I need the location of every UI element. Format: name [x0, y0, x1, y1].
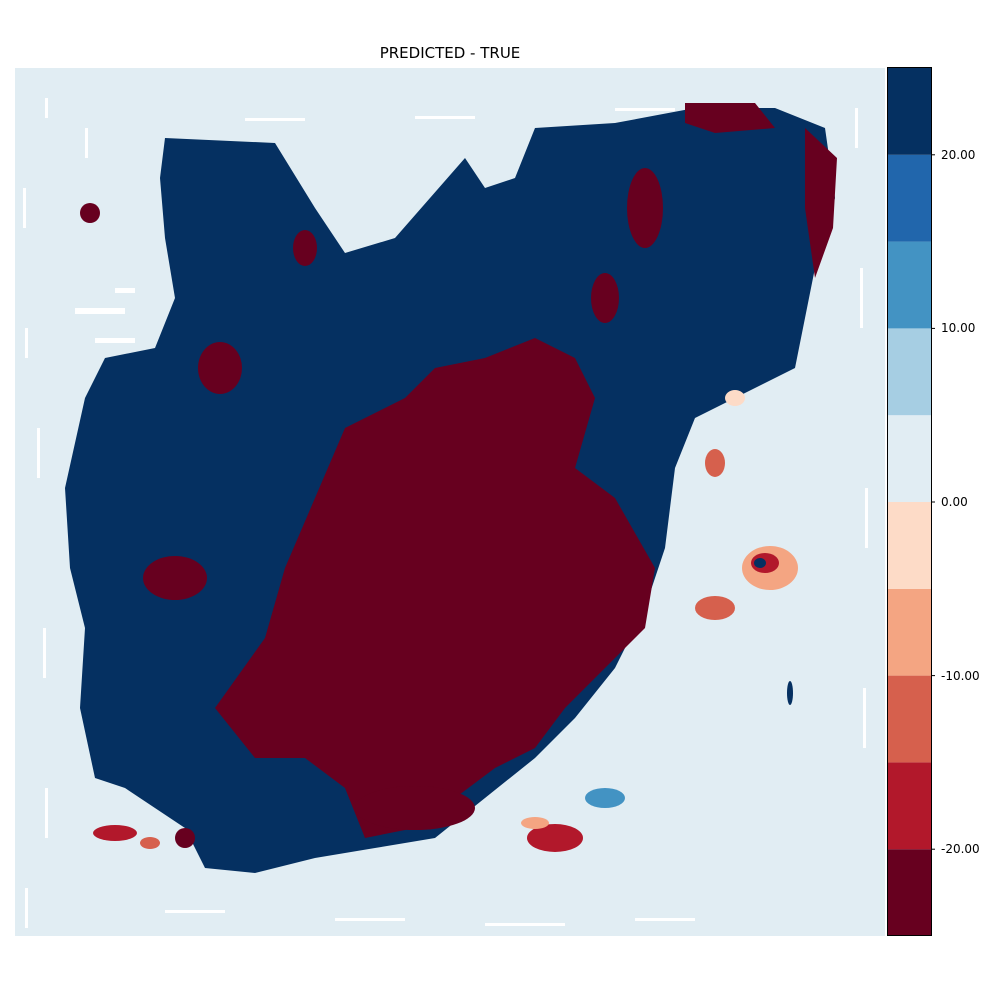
region-south-fringe: [93, 817, 583, 852]
colorbar-bin: [888, 241, 931, 329]
border-speckles: [23, 98, 868, 928]
colorbar-bin: [888, 68, 931, 155]
colorbar-tick-label: 0.00: [941, 495, 968, 509]
colorbar-bin: [888, 328, 931, 416]
colorbar-bin: [888, 588, 931, 676]
colorbar-bin: [888, 675, 931, 763]
colorbar-bin: [888, 849, 931, 936]
heatmap-plot: [15, 68, 885, 936]
region-northeast-negative: [685, 103, 837, 278]
region-east-fringe: [585, 390, 798, 808]
colorbar: [887, 67, 935, 936]
colorbar-bin: [888, 415, 931, 502]
colorbar-tick-label: -20.00: [941, 842, 980, 857]
region-central-negative: [215, 338, 655, 838]
negative-patches: [80, 168, 663, 830]
chart-title: PREDICTED - TRUE: [379, 44, 521, 62]
colorbar-bin: [888, 762, 931, 850]
colorbar-tick-label: 10.00: [941, 321, 976, 336]
colorbar-tick-label: -10.00: [941, 668, 980, 683]
colorbar-bin: [888, 502, 931, 589]
colorbar-bin: [888, 154, 931, 242]
colorbar-tick-label: 20.00: [941, 147, 976, 162]
